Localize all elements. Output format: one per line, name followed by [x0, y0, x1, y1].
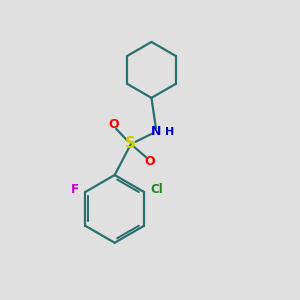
Text: O: O [144, 155, 155, 168]
Text: H: H [165, 127, 174, 137]
Text: F: F [71, 182, 79, 196]
Text: N: N [151, 125, 161, 138]
Text: O: O [108, 118, 119, 131]
Text: S: S [125, 136, 136, 151]
Text: Cl: Cl [151, 182, 163, 196]
